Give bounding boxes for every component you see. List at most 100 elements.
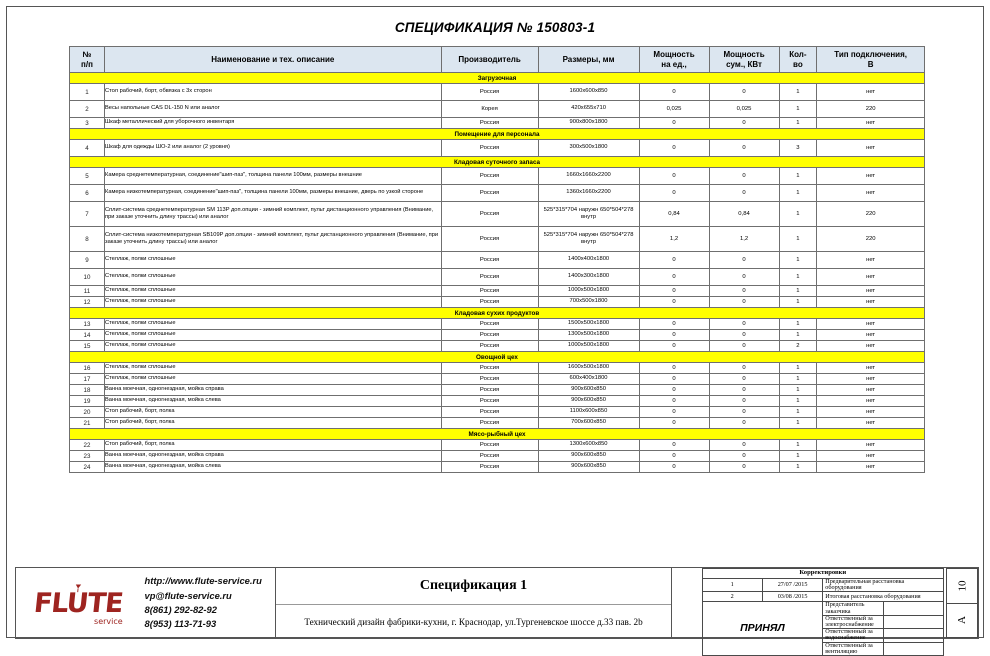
cell-manufacturer: Россия xyxy=(440,139,539,157)
correction-date: 27/07 /2015 xyxy=(761,577,824,593)
cell-manufacturer: Россия xyxy=(440,373,539,385)
table-row: 22 Стол рабочий, борт, полка Россия 1300х60… xyxy=(69,439,925,451)
cell-connection: нет xyxy=(816,439,925,451)
wine-glass-icon xyxy=(75,583,82,592)
column-header-power-sum: Мощность сум., КВт xyxy=(708,46,780,73)
signature-field[interactable] xyxy=(882,628,945,643)
cell-power-unit: 0 xyxy=(638,184,710,202)
cell-power-unit: 0 xyxy=(638,340,710,352)
page-title: СПЕЦИФИКАЦИЯ № 150803-1 xyxy=(394,20,596,35)
cell-power-unit: 0 xyxy=(638,395,710,407)
cell-size: 1300х600х850 xyxy=(537,439,640,451)
cell-power-sum: 0 xyxy=(708,340,780,352)
specification-table: № п/п Наименование и тех. описание Произ… xyxy=(69,46,925,473)
correction-row-2: 2 03/08 /2015 Итоговая расстановка обору… xyxy=(672,591,944,603)
table-row: 10 Стеллаж, полки сплошные Россия 1400х300х… xyxy=(69,268,925,286)
cell-name: Сплит-система низкотемпературная SB109P … xyxy=(104,226,442,252)
signature-field[interactable] xyxy=(882,641,945,656)
cell-size: 1400х400х1800 xyxy=(537,251,640,269)
flute-logo: FLUTE service xyxy=(32,583,124,626)
section-header-label: Кладовая сухих продуктов xyxy=(69,307,925,319)
cell-power-unit: 0 xyxy=(638,139,710,157)
cell-power-sum: 0 xyxy=(708,139,780,157)
signature-field[interactable] xyxy=(882,614,945,630)
column-header-size: Размеры, мм xyxy=(537,46,640,73)
column-header-number-line2: п/п xyxy=(81,59,93,69)
column-header-quantity-line2: во xyxy=(793,59,803,69)
cell-name: Весы напольные CAS DL-150 N или аналог xyxy=(104,100,442,118)
contact-website[interactable]: http://www.flute-service.ru xyxy=(144,575,262,587)
cell-power-sum: 0 xyxy=(708,417,780,429)
cell-connection: нет xyxy=(816,329,925,341)
cell-name: Камера среднетемпературная, соединение"ш… xyxy=(104,167,442,185)
cell-manufacturer: Россия xyxy=(440,251,539,269)
cell-power-unit: 0 xyxy=(638,373,710,385)
cell-power-sum: 0 xyxy=(708,251,780,269)
cell-name: Ванна моечная, одногнездная, мойка слева xyxy=(104,395,442,407)
table-row: 18 Ванна моечная, одногнездная, мойка спр… xyxy=(69,384,925,396)
corrections-spacer xyxy=(672,592,702,602)
signatory-row-1: ПРИНЯЛ Представитель заказчика xyxy=(672,601,945,656)
table-row: 19 Ванна моечная, одногнездная, мойка сле… xyxy=(69,395,925,407)
cell-quantity: 1 xyxy=(778,83,818,101)
column-header-connection-line1: Тип подключения, xyxy=(834,50,907,60)
cell-connection: 220 xyxy=(816,201,925,227)
cell-power-sum: 1,2 xyxy=(708,226,780,252)
correction-date: 03/08 /2015 xyxy=(761,591,824,603)
cell-connection: нет xyxy=(816,117,925,129)
cell-power-sum: 0 xyxy=(708,285,780,297)
cell-name: Камера низкотемпературная, соединение"ши… xyxy=(104,184,442,202)
cell-quantity: 2 xyxy=(778,340,818,352)
cell-power-unit: 0 xyxy=(638,439,710,451)
table-row: 4 Шкаф для одежды ШО-2 или аналог (2 уров… xyxy=(69,139,925,157)
cell-number: 5 xyxy=(69,167,105,185)
cell-number: 16 xyxy=(69,362,105,374)
cell-connection: нет xyxy=(816,373,925,385)
corrections-spacer xyxy=(672,602,702,615)
section-header-label: Кладовая суточного запаса xyxy=(69,156,925,168)
table-row: 17 Стеллаж, полки сплошные Россия 600х400х1… xyxy=(69,373,925,385)
contact-email[interactable]: vp@flute-service.ru xyxy=(144,589,232,601)
cell-connection: нет xyxy=(816,450,925,462)
sheet-letter: A xyxy=(955,616,968,625)
cell-connection: нет xyxy=(816,362,925,374)
table-row: 14 Стеллаж, полки сплошные Россия 1300х500х… xyxy=(69,329,925,341)
cell-manufacturer: Россия xyxy=(440,117,539,129)
cell-quantity: 1 xyxy=(778,417,818,429)
table-row: 13 Стеллаж, полки сплошные Россия 1500х500х… xyxy=(69,318,925,330)
correction-number: 2 xyxy=(701,591,763,603)
contact-phone-1: 8(861) 292-82-92 xyxy=(144,604,217,615)
cell-name: Ванна моечная, одногнездная, мойка слева xyxy=(104,461,442,473)
table-row: 21 Стол рабочий, борт, полка Россия 700х600… xyxy=(69,417,925,429)
table-row: 23 Ванна моечная, одногнездная, мойка спр… xyxy=(69,450,925,462)
correction-row-1: 1 27/07 /2015 Предварительная расстановк… xyxy=(672,577,944,593)
cell-name: Стеллаж, полки сплошные xyxy=(104,329,442,341)
cell-quantity: 1 xyxy=(778,373,818,385)
cell-manufacturer: Россия xyxy=(440,340,539,352)
cell-power-unit: 0,84 xyxy=(638,201,710,227)
cell-size: 1100х600х850 xyxy=(537,406,640,418)
cell-connection: нет xyxy=(816,251,925,269)
cell-power-unit: 0 xyxy=(638,406,710,418)
cell-size: 1500х500х1800 xyxy=(537,318,640,330)
cell-size: 420х655х710 xyxy=(537,100,640,118)
contact-phone-2: 8(953) 113-71-93 xyxy=(144,618,217,630)
cell-power-unit: 0 xyxy=(638,461,710,473)
cell-power-unit: 0 xyxy=(638,83,710,101)
column-header-power-unit-line1: Мощность xyxy=(653,50,695,60)
signatory-name: Ответственный за вентиляцию xyxy=(822,641,884,656)
cell-number: 3 xyxy=(69,117,105,129)
cell-quantity: 1 xyxy=(778,395,818,407)
cell-name: Стеллаж, полки сплошные xyxy=(104,251,442,269)
cell-power-unit: 0,025 xyxy=(638,100,710,118)
cell-number: 2 xyxy=(69,100,105,118)
table-row: 1 Стол рабочий, борт, обвязка с 3х сторон… xyxy=(69,83,925,101)
cell-connection: нет xyxy=(816,461,925,473)
cell-manufacturer: Россия xyxy=(440,406,539,418)
cell-manufacturer: Россия xyxy=(440,450,539,462)
cell-connection: нет xyxy=(816,318,925,330)
signatory-name: Ответственный за электроснабжение xyxy=(822,614,884,630)
cell-power-sum: 0 xyxy=(708,296,780,308)
signature-field[interactable] xyxy=(882,601,945,616)
cell-size: 600х400х1800 xyxy=(537,373,640,385)
